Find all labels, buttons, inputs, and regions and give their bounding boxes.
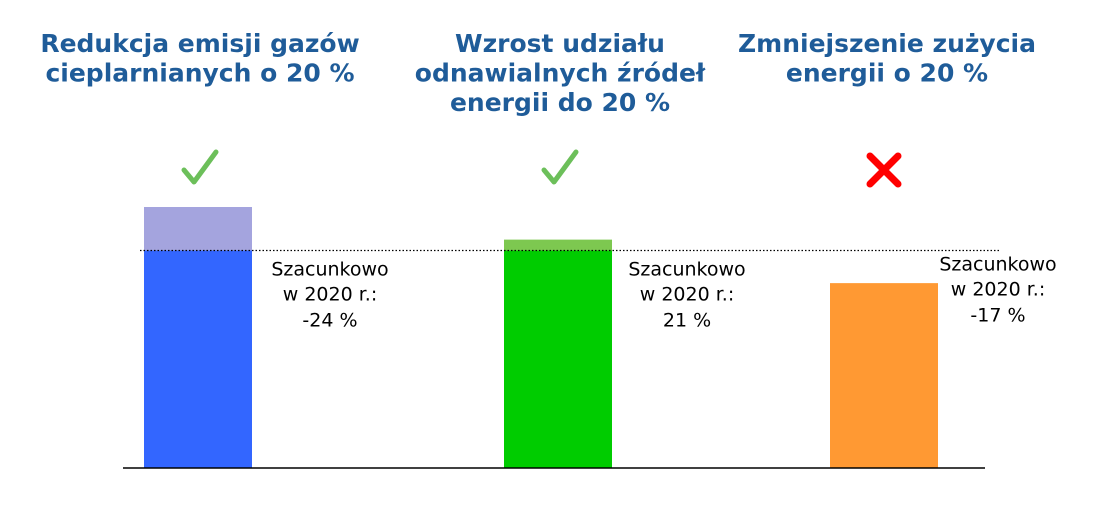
category-title: Zmniejszenie zużycia [738, 29, 1036, 58]
cross-icon [866, 152, 902, 188]
category-title: cieplarnianych o 20 % [45, 59, 354, 88]
bar [504, 250, 612, 468]
bar-over-target [144, 207, 252, 251]
value-label: -17 % [970, 305, 1025, 327]
bar [830, 283, 938, 468]
category-title: odnawialnych źródeł [415, 59, 706, 88]
year-label: w 2020 r.: [640, 284, 734, 306]
estimate-label: Szacunkowo [939, 254, 1056, 276]
check-icon [181, 149, 219, 185]
estimate-label: Szacunkowo [628, 259, 745, 281]
bar [144, 250, 252, 468]
category-title: energii do 20 % [450, 88, 670, 117]
year-label: w 2020 r.: [951, 279, 1045, 301]
value-label: -24 % [302, 310, 357, 332]
year-label: w 2020 r.: [283, 284, 377, 306]
category-title: Redukcja emisji gazów [40, 29, 359, 58]
value-label: 21 % [663, 310, 711, 332]
category-title: Wzrost udziału [455, 29, 665, 58]
check-icon [541, 149, 579, 185]
estimate-label: Szacunkowo [271, 259, 388, 281]
bar-over-target [504, 239, 612, 251]
category-title: energii o 20 % [786, 59, 988, 88]
